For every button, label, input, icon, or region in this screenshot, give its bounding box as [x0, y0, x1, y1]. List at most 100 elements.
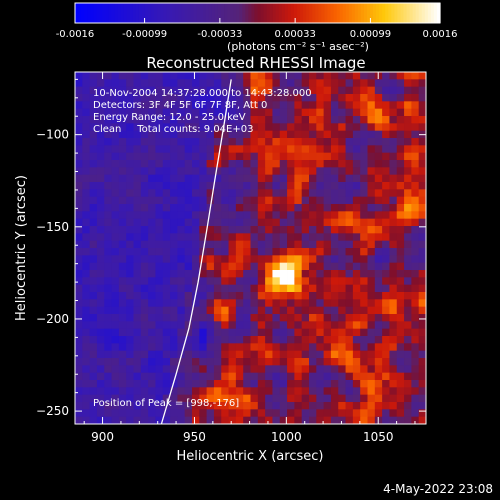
heatmap-cell	[374, 270, 383, 278]
heatmap-cell	[75, 101, 83, 110]
heatmap-cell	[104, 292, 112, 300]
heatmap-cell	[104, 394, 112, 403]
heatmap-cell	[126, 123, 134, 132]
heatmap-cell	[199, 343, 208, 352]
heatmap-cell	[418, 204, 427, 212]
heatmap-cell	[294, 204, 303, 212]
heatmap-cell	[170, 218, 178, 227]
heatmap-cell	[140, 328, 149, 337]
heatmap-cell	[367, 270, 376, 278]
heatmap-cell	[221, 138, 229, 146]
heatmap-cell	[235, 204, 244, 212]
heatmap-cell	[316, 108, 325, 117]
heatmap-cell	[192, 240, 200, 249]
heatmap-cell	[199, 358, 208, 366]
heatmap-cell	[228, 189, 237, 198]
heatmap-cell	[104, 167, 112, 176]
heatmap-cell	[96, 380, 105, 388]
heatmap-cell	[257, 343, 266, 352]
heatmap-cell	[148, 226, 156, 234]
heatmap-cell	[279, 416, 288, 425]
heatmap-cell	[213, 299, 222, 308]
colorbar-segment	[181, 3, 186, 23]
heatmap-cell	[404, 211, 412, 220]
heatmap-cell	[228, 123, 237, 132]
heatmap-cell	[272, 240, 281, 249]
heatmap-cell	[221, 372, 229, 381]
heatmap-cell	[82, 167, 91, 176]
heatmap-cell	[148, 262, 156, 271]
heatmap-cell	[294, 145, 303, 154]
heatmap-cell	[162, 182, 171, 190]
heatmap-cell	[118, 350, 127, 359]
heatmap-cell	[265, 292, 273, 300]
heatmap-cell	[184, 240, 193, 249]
colorbar-segment	[211, 3, 216, 23]
heatmap-cell	[192, 152, 200, 161]
heatmap-cell	[330, 255, 339, 264]
colorbar-segment	[263, 3, 268, 23]
heatmap-cell	[170, 189, 178, 198]
heatmap-cell	[162, 240, 171, 249]
heatmap-cell	[104, 204, 112, 212]
heatmap-cell	[177, 233, 186, 242]
heatmap-cell	[294, 174, 303, 183]
heatmap-cell	[396, 240, 405, 249]
heatmap-cell	[257, 94, 266, 102]
heatmap-cell	[243, 270, 251, 278]
heatmap-cell	[301, 189, 310, 198]
heatmap-cell	[265, 248, 273, 256]
heatmap-cell	[360, 365, 368, 374]
heatmap-cell	[192, 123, 200, 132]
heatmap-cell	[330, 394, 339, 403]
heatmap-cell	[170, 409, 178, 418]
heatmap-cell	[301, 204, 310, 212]
heatmap-cell	[162, 101, 171, 110]
heatmap-cell	[206, 145, 215, 154]
heatmap-cell	[301, 196, 310, 205]
heatmap-cell	[316, 358, 325, 366]
heatmap-cell	[199, 299, 208, 308]
heatmap-cell	[265, 284, 273, 293]
heatmap-cell	[96, 277, 105, 286]
heatmap-cell	[352, 416, 361, 425]
heatmap-cell	[199, 86, 208, 95]
heatmap-cell	[89, 138, 98, 146]
heatmap-cell	[360, 204, 368, 212]
heatmap-cell	[104, 138, 112, 146]
heatmap-cell	[367, 182, 376, 190]
heatmap-cell	[338, 160, 346, 168]
heatmap-cell	[279, 299, 288, 308]
heatmap-cell	[82, 394, 91, 403]
heatmap-cell	[82, 299, 91, 308]
heatmap-cell	[404, 196, 412, 205]
heatmap-cell	[418, 416, 427, 425]
heatmap-cell	[294, 138, 303, 146]
heatmap-cell	[155, 204, 164, 212]
heatmap-cell	[257, 284, 266, 293]
heatmap-cell	[287, 211, 295, 220]
heatmap-cell	[104, 116, 112, 124]
heatmap-cell	[250, 226, 259, 234]
heatmap-cell	[192, 394, 200, 403]
heatmap-cell	[82, 79, 91, 88]
heatmap-cell	[316, 79, 325, 88]
heatmap-cell	[177, 387, 186, 396]
heatmap-cell	[323, 394, 332, 403]
heatmap-cell	[155, 94, 164, 102]
heatmap-cell	[140, 101, 149, 110]
heatmap-cell	[279, 343, 288, 352]
heatmap-cell	[228, 101, 237, 110]
heatmap-cell	[89, 72, 98, 80]
heatmap-cell	[294, 233, 303, 242]
heatmap-cell	[389, 79, 398, 88]
colorbar-segment	[275, 3, 280, 23]
heatmap-cell	[118, 328, 127, 337]
colorbar-segment	[284, 3, 289, 23]
heatmap-cell	[177, 292, 186, 300]
heatmap-cell	[111, 79, 120, 88]
heatmap-cell	[133, 226, 142, 234]
colorbar-segment	[269, 3, 274, 23]
heatmap-cell	[404, 116, 412, 124]
heatmap-cell	[287, 204, 295, 212]
